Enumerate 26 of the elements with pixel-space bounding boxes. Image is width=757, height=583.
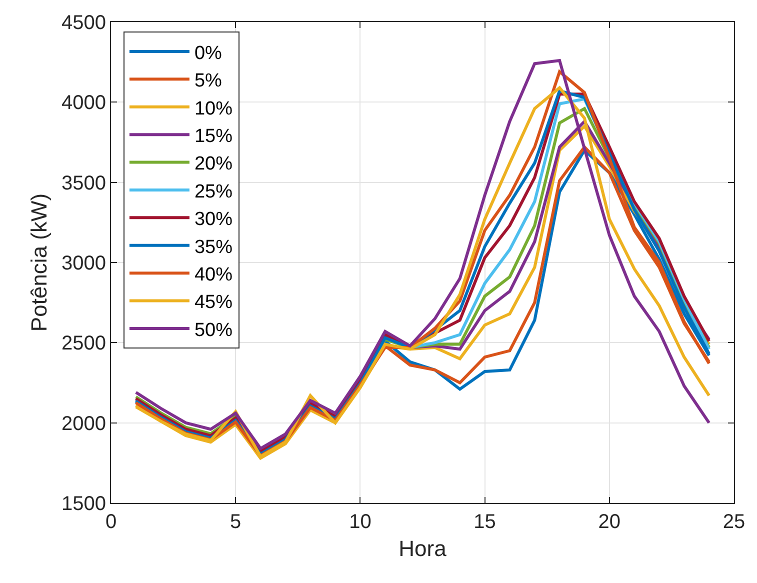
y-tick-label: 4500 bbox=[62, 12, 106, 34]
y-tick-label: 1500 bbox=[62, 493, 106, 515]
x-tick-label: 10 bbox=[349, 511, 372, 533]
legend-label: 30% bbox=[194, 209, 233, 230]
legend-label: 0% bbox=[194, 42, 222, 64]
legend-label: 50% bbox=[194, 320, 233, 341]
y-axis-title: Potência (kW) bbox=[26, 193, 52, 332]
y-tick-label: 3500 bbox=[62, 172, 106, 194]
x-tick-label: 15 bbox=[474, 511, 496, 533]
legend-label: 40% bbox=[194, 264, 233, 286]
legend-label: 15% bbox=[194, 126, 233, 147]
x-tick-label: 5 bbox=[230, 511, 242, 533]
legend-label: 10% bbox=[194, 98, 233, 120]
x-axis-title: Hora bbox=[398, 536, 448, 561]
x-tick-label: 0 bbox=[105, 511, 117, 533]
y-tick-label: 2000 bbox=[62, 412, 106, 435]
legend-label: 45% bbox=[194, 292, 233, 314]
legend-label: 35% bbox=[194, 236, 233, 258]
legend-label: 25% bbox=[194, 181, 233, 202]
y-tick-label: 3000 bbox=[62, 252, 106, 274]
x-tick-label: 20 bbox=[598, 511, 621, 533]
y-tick-label: 4000 bbox=[62, 92, 106, 114]
legend-label: 20% bbox=[194, 154, 233, 175]
x-tick-label: 25 bbox=[722, 511, 746, 533]
legend-label: 5% bbox=[194, 70, 222, 92]
y-tick-label: 2500 bbox=[62, 332, 106, 355]
